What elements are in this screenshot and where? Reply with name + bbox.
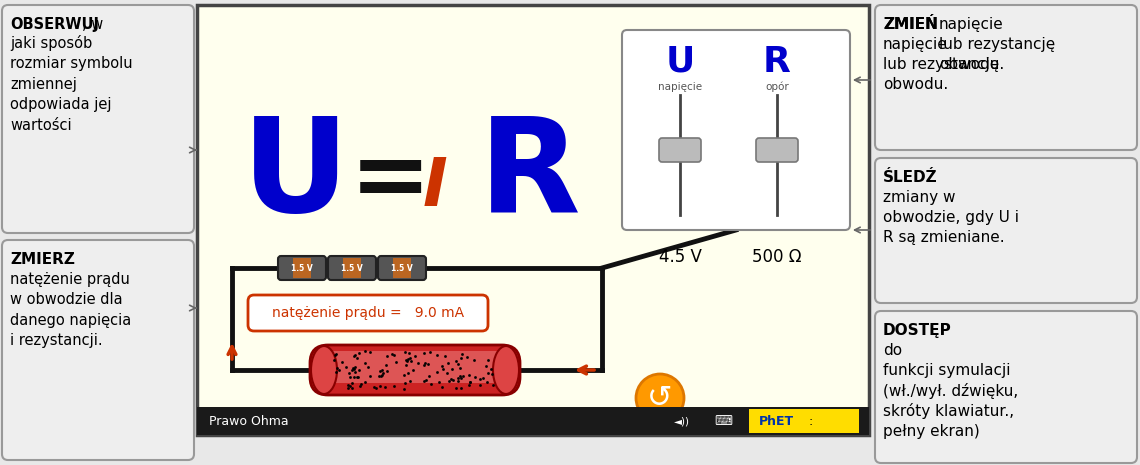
Circle shape [636,374,684,422]
Text: opór: opór [765,82,789,93]
Text: ↺: ↺ [648,384,673,412]
Text: , w: , w [82,17,104,32]
Ellipse shape [311,346,337,394]
FancyBboxPatch shape [622,30,850,230]
FancyBboxPatch shape [2,240,194,460]
FancyBboxPatch shape [278,256,326,280]
FancyBboxPatch shape [328,256,376,280]
FancyBboxPatch shape [2,5,194,233]
Text: R: R [479,112,580,239]
Text: 4.5 V: 4.5 V [659,248,701,266]
Bar [343,258,361,278]
Text: ZMIEŃ: ZMIEŃ [884,17,938,32]
Text: napięcie
lub rezystancję
obwodu.: napięcie lub rezystancję obwodu. [884,37,1000,92]
Bar [197,407,869,435]
Text: PhET: PhET [759,414,795,427]
FancyBboxPatch shape [876,311,1137,463]
FancyBboxPatch shape [310,345,520,395]
Text: napięcie: napięcie [658,82,702,92]
FancyBboxPatch shape [876,158,1137,303]
FancyBboxPatch shape [249,295,488,331]
FancyBboxPatch shape [378,256,426,280]
Bar [197,5,869,435]
FancyBboxPatch shape [320,351,510,383]
Text: :: : [809,414,813,427]
Text: Prawo Ohma: Prawo Ohma [209,414,288,427]
Text: =: = [349,133,431,226]
FancyBboxPatch shape [756,138,798,162]
Text: 1.5 V: 1.5 V [391,264,413,272]
Text: 1.5 V: 1.5 V [291,264,312,272]
Text: natężenie prądu =   9.0 mA: natężenie prądu = 9.0 mA [272,306,464,320]
Ellipse shape [492,346,519,394]
Bar [293,258,311,278]
Text: ◄)): ◄)) [674,416,690,426]
Text: R: R [763,45,791,79]
Text: napięcie
lub rezystancję
obwodu.: napięcie lub rezystancję obwodu. [939,17,1056,72]
Text: OBSERWUJ: OBSERWUJ [10,17,99,32]
Text: U: U [666,45,694,79]
Text: jaki sposób
rozmiar symbolu
zmiennej
odpowiada jej
wartości: jaki sposób rozmiar symbolu zmiennej odp… [10,35,132,133]
Text: ŚLEDŹ: ŚLEDŹ [884,170,937,185]
Text: DOSTĘP: DOSTĘP [884,323,952,338]
Bar [393,258,412,278]
FancyBboxPatch shape [876,5,1137,150]
Text: I: I [423,154,447,220]
Text: ZMIEŃ: ZMIEŃ [884,17,938,32]
Text: ⌨: ⌨ [714,414,732,427]
Text: ZMIERZ: ZMIERZ [10,252,75,267]
Text: 500 Ω: 500 Ω [752,248,801,266]
Text: do
funkcji symulacji
(wł./wył. dźwięku,
skróty klawiatur.,
pełny ekran): do funkcji symulacji (wł./wył. dźwięku, … [884,343,1018,439]
Text: natężenie prądu
w obwodzie dla
danego napięcia
i rezystancji.: natężenie prądu w obwodzie dla danego na… [10,272,131,348]
Text: 1.5 V: 1.5 V [341,264,363,272]
FancyBboxPatch shape [659,138,701,162]
Bar [749,409,860,433]
Text: zmiany w
obwodzie, gdy U i
R są zmieniane.: zmiany w obwodzie, gdy U i R są zmienian… [884,190,1019,245]
Text: U: U [242,112,349,239]
